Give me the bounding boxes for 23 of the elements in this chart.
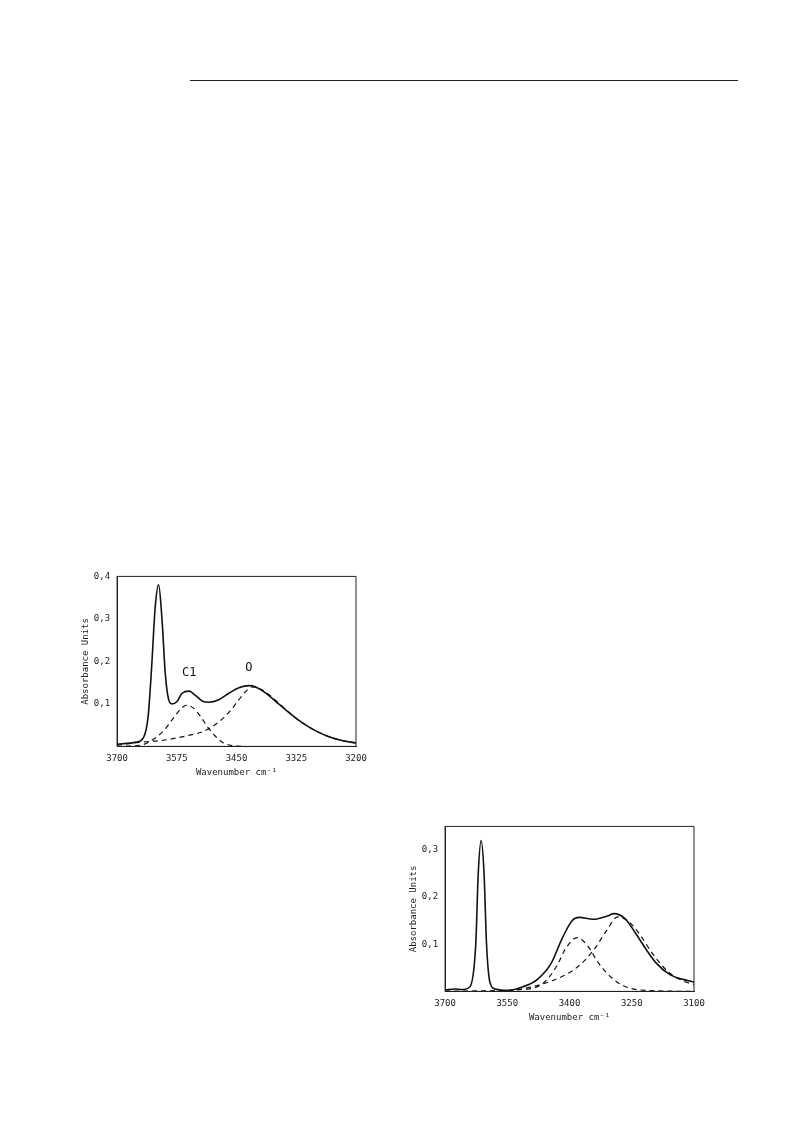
annotation: C1 bbox=[181, 665, 197, 680]
x-tick-label: 3575 bbox=[165, 753, 188, 764]
y-tick-label: 0,2 bbox=[93, 655, 111, 666]
x-tick-label: 3400 bbox=[558, 998, 581, 1009]
x-tick-label: 3700 bbox=[434, 998, 456, 1009]
x-tick-label: 3100 bbox=[683, 998, 705, 1009]
y-axis-title: Absorbance Units bbox=[407, 865, 418, 953]
x-axis-title: Wavenumber cm⁻¹ bbox=[195, 766, 278, 777]
x-tick-label: 3450 bbox=[225, 753, 248, 764]
x-tick-label: 3250 bbox=[620, 998, 643, 1009]
annotation: O bbox=[245, 659, 253, 674]
x-axis-title: Wavenumber cm⁻¹ bbox=[528, 1011, 611, 1022]
y-tick-label: 0,2 bbox=[421, 891, 439, 902]
x-tick-label: 3325 bbox=[285, 753, 308, 764]
x-tick-label: 3200 bbox=[345, 753, 367, 764]
y-axis-title: Absorbance Units bbox=[79, 618, 90, 705]
y-tick-label: 0,3 bbox=[421, 844, 439, 855]
y-tick-label: 0,3 bbox=[93, 613, 111, 624]
y-tick-label: 0,1 bbox=[93, 698, 111, 709]
y-tick-label: 0,1 bbox=[421, 938, 439, 949]
y-tick-label: 0,4 bbox=[93, 570, 111, 581]
x-tick-label: 3550 bbox=[496, 998, 519, 1009]
x-tick-label: 3700 bbox=[106, 753, 128, 764]
